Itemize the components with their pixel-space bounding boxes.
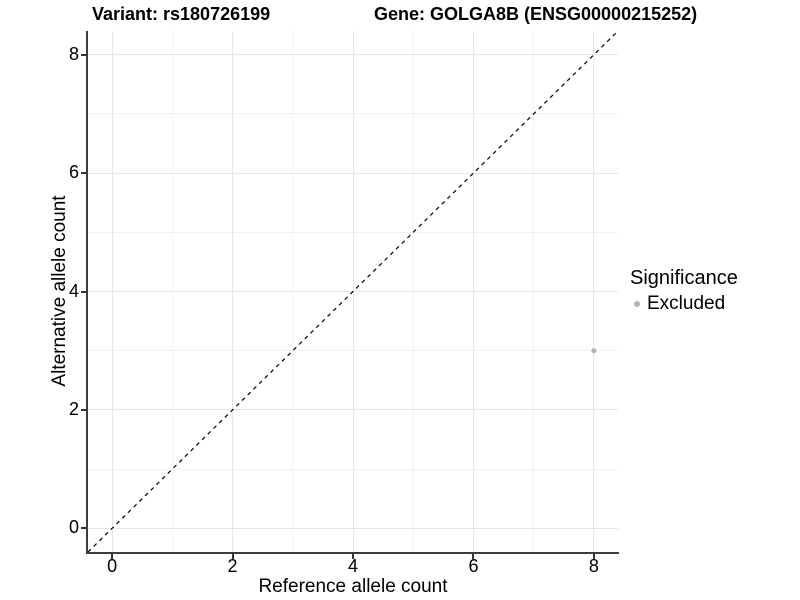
legend-item-excluded: Excluded (630, 293, 738, 315)
panel-canvas (88, 31, 618, 552)
gene-title: Gene: GOLGA8B (ENSG00000215252) (374, 4, 698, 24)
x-tick-label: 4 (347, 556, 359, 576)
y-tick-mark (81, 172, 86, 175)
x-tick-mark (352, 554, 354, 559)
major-gridline-horizontal (88, 54, 618, 56)
major-gridline-horizontal (88, 527, 618, 529)
x-axis-line (86, 552, 619, 554)
x-axis-title: Reference allele count (258, 576, 448, 597)
x-tick-label: 0 (107, 556, 118, 576)
legend: Significance Excluded (630, 267, 738, 315)
excluded-point-icon (634, 301, 640, 307)
legend-title: Significance (630, 267, 738, 289)
x-tick-label: 8 (588, 556, 599, 576)
x-tick-label: 6 (468, 556, 479, 576)
y-tick-mark (81, 408, 86, 411)
x-tick-mark (111, 554, 114, 559)
y-tick-label: 2 (68, 398, 79, 419)
y-tick-label: 6 (68, 162, 79, 183)
plot-panel (88, 31, 618, 552)
x-tick-mark (472, 554, 475, 559)
y-axis-line (86, 31, 88, 554)
x-tick-label: 2 (227, 556, 238, 576)
identity-dashed-line (88, 31, 618, 552)
y-tick-label: 4 (68, 280, 79, 301)
y-tick-mark (81, 290, 86, 293)
legend-item-label: Excluded (647, 293, 726, 314)
y-tick-label: 0 (68, 517, 79, 538)
x-tick-mark (592, 554, 595, 559)
x-tick-mark (231, 554, 234, 559)
variant-title: Variant: rs180726199 (92, 4, 271, 24)
y-tick-label: 8 (68, 43, 79, 64)
data-point-excluded (591, 348, 597, 354)
y-tick-mark (81, 527, 86, 530)
major-gridline-horizontal (88, 409, 618, 411)
major-gridline-horizontal (88, 172, 618, 174)
y-tick-mark (81, 53, 86, 56)
